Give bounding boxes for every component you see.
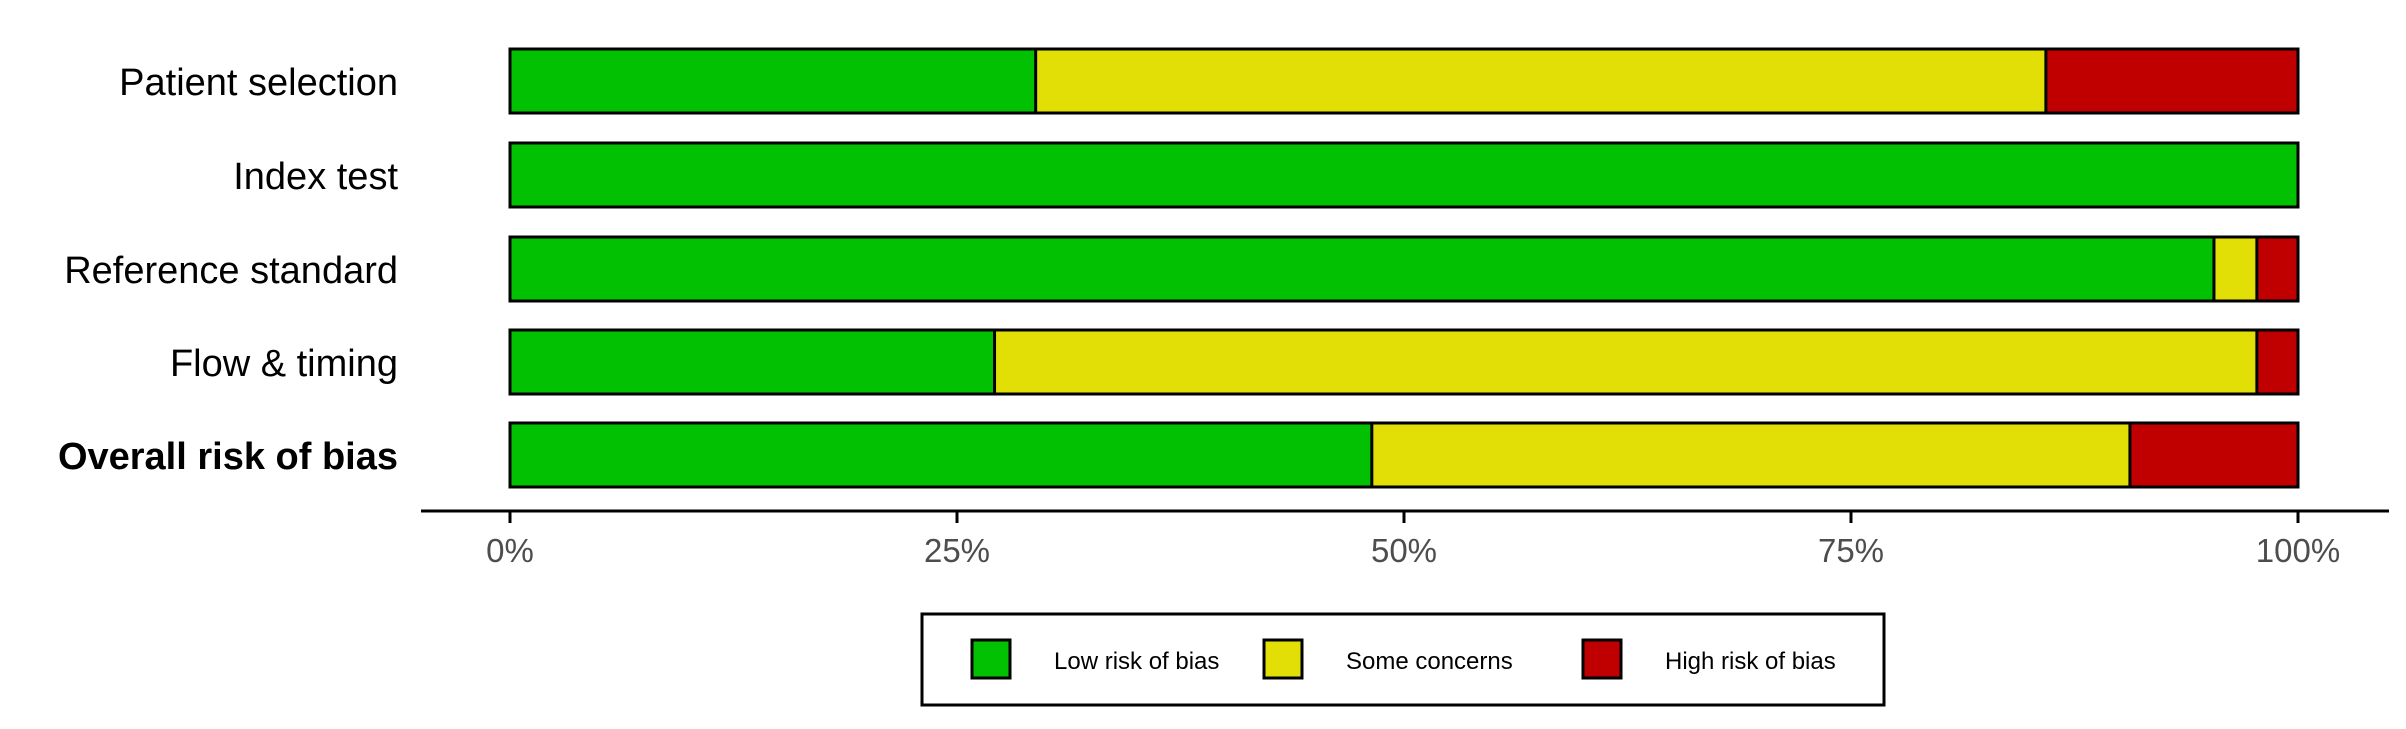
x-tick-label-3: 75% [1818, 532, 1884, 569]
legend-label-some-concerns: Some concerns [1346, 648, 1513, 675]
bar-overall-risk-of-bias-low-risk-of-bias [510, 423, 1372, 487]
bar-patient-selection-low-risk-of-bias [510, 49, 1036, 113]
category-labels: Patient selection Index test Reference sta… [58, 62, 399, 478]
bar-overall-risk-of-bias-high-risk-of-bias [2129, 423, 2298, 487]
bar-outline-patient-selection [508, 47, 2300, 115]
category-label-flow-and-timing: Flow & timing [170, 343, 398, 385]
legend-box [920, 612, 1886, 707]
bar-reference-standard-low-risk-of-bias [510, 237, 2214, 301]
x-axis: 0% 25% 50% 75% 100% [421, 509, 2389, 569]
category-label-overall-risk-of-bias: Overall risk of bias [58, 436, 398, 478]
bar-flow-and-timing-some-concerns [994, 330, 2257, 394]
bar-outline-flow-and-timing [508, 328, 2300, 396]
x-tick-label-1: 25% [924, 532, 990, 569]
bar-flow-and-timing-high-risk-of-bias [2256, 330, 2298, 394]
legend-label-low-risk-of-bias: Low risk of bias [1054, 648, 1219, 675]
bar-overall-risk-of-bias-some-concerns [1371, 423, 2130, 487]
stacked-bars [508, 47, 2300, 489]
bar-outline-reference-standard [508, 235, 2300, 303]
x-tick-label-4: 100% [2256, 532, 2340, 569]
legend: Low risk of bias Some concerns High risk o… [920, 612, 1886, 707]
category-label-index-test: Index test [233, 156, 398, 198]
bar-outline-overall-risk-of-bias [508, 421, 2300, 489]
bar-outline-index-test [508, 141, 2300, 209]
bar-reference-standard-high-risk-of-bias [2256, 237, 2298, 301]
legend-key-some-concerns [1262, 638, 1304, 680]
legend-key-high-risk-of-bias [1581, 638, 1623, 680]
bar-patient-selection-some-concerns [1035, 49, 2046, 113]
legend-label-high-risk-of-bias: High risk of bias [1665, 648, 1836, 675]
category-label-reference-standard: Reference standard [64, 250, 398, 292]
bar-reference-standard-some-concerns [2213, 237, 2257, 301]
x-tick-label-0: 0% [486, 532, 534, 569]
x-tick-label-2: 50% [1371, 532, 1437, 569]
bar-index-test-low-risk-of-bias [510, 143, 2298, 207]
bar-flow-and-timing-low-risk-of-bias [510, 330, 995, 394]
legend-key-low-risk-of-bias [970, 638, 1012, 680]
bar-patient-selection-high-risk-of-bias [2045, 49, 2298, 113]
category-label-patient-selection: Patient selection [119, 62, 398, 104]
